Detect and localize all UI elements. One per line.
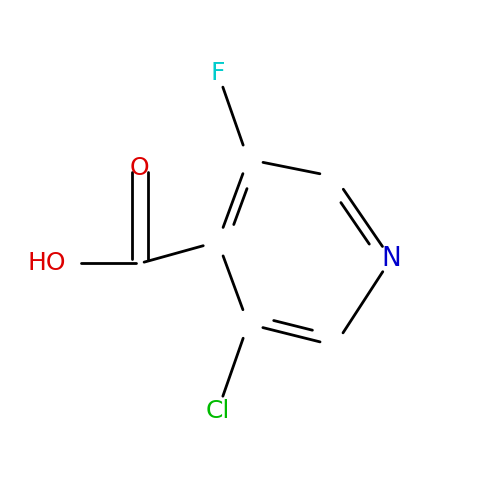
Text: O: O [130,156,150,180]
Text: F: F [211,61,225,85]
Text: HO: HO [28,251,66,275]
Text: N: N [381,246,401,272]
Text: Cl: Cl [205,399,230,422]
